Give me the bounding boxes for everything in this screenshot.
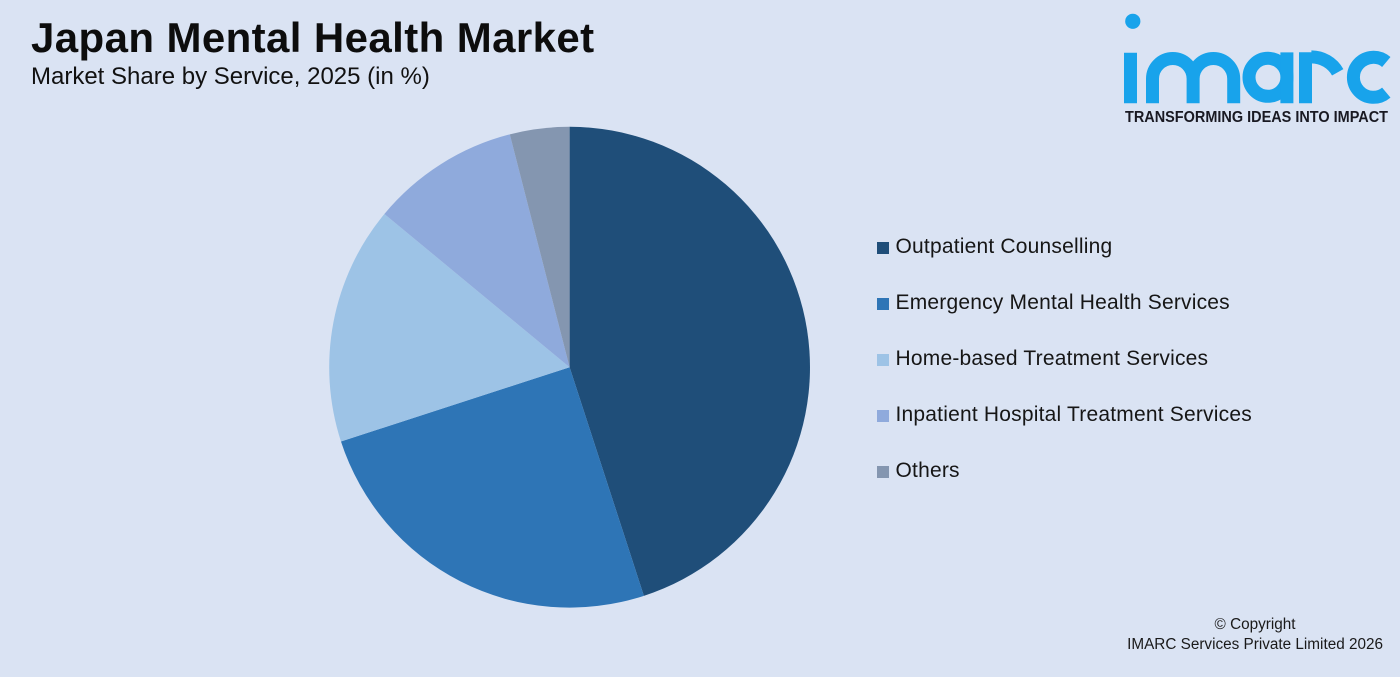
svg-text:TRANSFORMING IDEAS INTO IMPACT: TRANSFORMING IDEAS INTO IMPACT (1125, 109, 1388, 126)
